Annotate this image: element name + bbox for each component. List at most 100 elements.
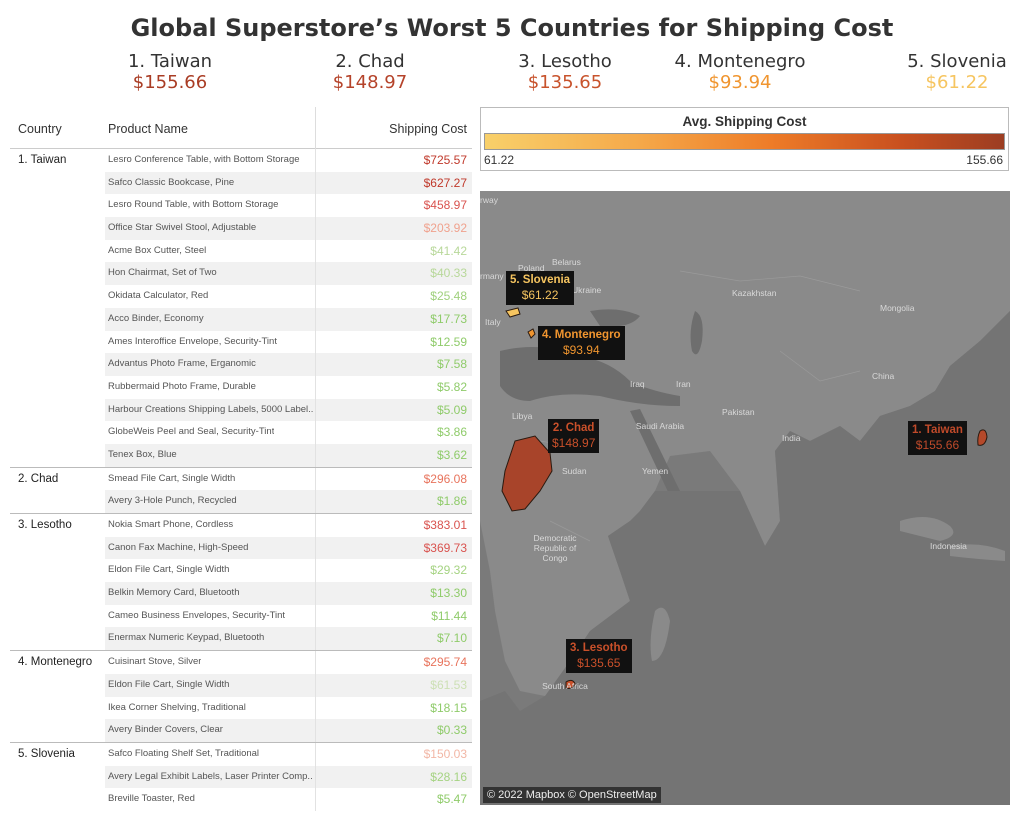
map-place-label: China bbox=[872, 371, 895, 381]
shipping-cost: $383.01 bbox=[423, 518, 467, 532]
table-row[interactable]: Acco Binder, Economy $17.73 bbox=[105, 307, 472, 331]
country-name[interactable]: 3. Lesotho bbox=[18, 519, 72, 531]
kpi-value: $93.94 bbox=[708, 72, 772, 93]
column-divider bbox=[315, 536, 316, 560]
table-row[interactable]: Safco Floating Shelf Set, Traditional $15… bbox=[105, 742, 472, 766]
table-row[interactable]: Lesro Round Table, with Bottom Storage $4… bbox=[105, 194, 472, 218]
map-place-label: India bbox=[782, 433, 801, 443]
product-name: Enermax Numeric Keypad, Bluetooth bbox=[108, 632, 265, 644]
callout-name: 3. Lesotho bbox=[570, 642, 628, 654]
shipping-cost: $11.44 bbox=[431, 608, 467, 623]
header-country[interactable]: Country bbox=[18, 122, 62, 136]
product-name: Breville Toaster, Red bbox=[108, 793, 195, 805]
country-shape-slovenia bbox=[505, 307, 521, 318]
table-row[interactable]: Harbour Creations Shipping Labels, 5000 … bbox=[105, 398, 472, 422]
shipping-cost: $29.32 bbox=[430, 563, 467, 578]
table-row[interactable]: Belkin Memory Card, Bluetooth $13.30 bbox=[105, 582, 472, 605]
table-row[interactable]: GlobeWeis Peel and Seal, Security-Tint $3… bbox=[105, 421, 472, 444]
column-divider bbox=[315, 262, 316, 286]
product-name: Lesro Round Table, with Bottom Storage bbox=[108, 199, 279, 211]
kpi-name: 4. Montenegro bbox=[674, 51, 806, 72]
map-place-label: rmany bbox=[480, 271, 504, 281]
column-divider bbox=[315, 375, 316, 399]
column-divider bbox=[315, 765, 316, 789]
header-divider bbox=[315, 107, 316, 149]
table-row[interactable]: Rubbermaid Photo Frame, Durable $5.82 bbox=[105, 375, 472, 399]
callout-lesotho[interactable]: 3. Lesotho $135.65 bbox=[566, 639, 632, 673]
table-row[interactable]: Avery 3-Hole Punch, Recycled $1.86 bbox=[105, 490, 472, 513]
legend-max: 155.66 bbox=[966, 153, 1003, 167]
map-attribution[interactable]: © 2022 Mapbox © OpenStreetMap bbox=[483, 787, 661, 803]
table-row[interactable]: Cuisinart Stove, Silver $295.74 bbox=[105, 651, 472, 674]
table-row[interactable]: Hon Chairmat, Set of Two $40.33 bbox=[105, 262, 472, 286]
product-name: Okidata Calculator, Red bbox=[108, 290, 209, 302]
column-divider bbox=[315, 788, 316, 811]
shipping-cost: $17.73 bbox=[430, 311, 467, 326]
callout-slovenia[interactable]: 5. Slovenia $61.22 bbox=[506, 271, 575, 305]
map-place-label: Mongolia bbox=[880, 303, 915, 313]
table-row[interactable]: Okidata Calculator, Red $25.48 bbox=[105, 285, 472, 308]
product-name: Harbour Creations Shipping Labels, 5000 … bbox=[108, 403, 314, 415]
table-row[interactable]: Advantus Photo Frame, Erganomic $7.58 bbox=[105, 353, 472, 376]
column-divider bbox=[315, 490, 316, 513]
shipping-cost: $7.10 bbox=[436, 631, 467, 646]
table-row[interactable]: Avery Legal Exhibit Labels, Laser Printe… bbox=[105, 765, 472, 789]
callout-montenegro[interactable]: 4. Montenegro $93.94 bbox=[538, 326, 625, 360]
header-shipping-cost[interactable]: Shipping Cost bbox=[389, 122, 467, 136]
table-row[interactable]: Tenex Box, Blue $3.62 bbox=[105, 443, 472, 467]
callout-value: $93.94 bbox=[562, 343, 600, 357]
table-row[interactable]: Ikea Corner Shelving, Traditional $18.15 bbox=[105, 696, 472, 720]
country-name[interactable]: 5. Slovenia bbox=[18, 747, 75, 760]
country-name[interactable]: 2. Chad bbox=[18, 472, 59, 485]
shipping-cost: $296.08 bbox=[423, 471, 467, 486]
table-header: Country Product Name Shipping Cost bbox=[10, 107, 472, 149]
map-place-label: Sudan bbox=[562, 466, 587, 476]
column-divider bbox=[315, 696, 316, 720]
table-row[interactable]: Eldon File Cart, Single Width $61.53 bbox=[105, 673, 472, 697]
shipping-cost: $61.53 bbox=[430, 677, 467, 692]
table-row[interactable]: Office Star Swivel Stool, Adjustable $203… bbox=[105, 217, 472, 240]
country-group: 5. Slovenia Safco Floating Shelf Set, Tra… bbox=[10, 741, 472, 811]
column-divider bbox=[315, 673, 316, 697]
shipping-cost: $12.59 bbox=[430, 334, 467, 349]
table-row[interactable]: Cameo Business Envelopes, Security-Tint $… bbox=[105, 604, 472, 628]
shipping-cost: $25.48 bbox=[430, 289, 467, 304]
table-row[interactable]: Breville Toaster, Red $5.47 bbox=[105, 788, 472, 811]
kpi-name: 2. Chad bbox=[335, 51, 405, 72]
callout-chad[interactable]: 2. Chad $148.97 bbox=[548, 419, 600, 453]
product-name: Eldon File Cart, Single Width bbox=[108, 564, 230, 576]
column-divider bbox=[315, 217, 316, 240]
column-divider bbox=[315, 285, 316, 308]
callout-taiwan[interactable]: 1. Taiwan $155.66 bbox=[908, 421, 967, 455]
product-name: Tenex Box, Blue bbox=[108, 448, 177, 460]
kpi-value: $148.97 bbox=[332, 72, 408, 93]
table-row[interactable]: Canon Fax Machine, High-Speed $369.73 bbox=[105, 536, 472, 560]
header-product-name[interactable]: Product Name bbox=[108, 122, 188, 136]
column-divider bbox=[315, 742, 316, 766]
column-divider bbox=[315, 330, 316, 354]
shipping-cost: $203.92 bbox=[423, 221, 467, 236]
country-name[interactable]: 1. Taiwan bbox=[18, 154, 67, 166]
table-row[interactable]: Eldon File Cart, Single Width $29.32 bbox=[105, 559, 472, 583]
legend-title: Avg. Shipping Cost bbox=[682, 114, 807, 129]
shipping-cost: $150.03 bbox=[423, 746, 467, 761]
table-row[interactable]: Smead File Cart, Single Width $296.08 bbox=[105, 467, 472, 491]
product-name: Lesro Conference Table, with Bottom Stor… bbox=[108, 154, 300, 165]
column-divider bbox=[315, 582, 316, 605]
shipping-cost: $7.58 bbox=[436, 357, 467, 372]
table-row[interactable]: Avery Binder Covers, Clear $0.33 bbox=[105, 719, 472, 742]
product-name: Nokia Smart Phone, Cordless bbox=[108, 519, 234, 530]
table-row[interactable]: Enermax Numeric Keypad, Bluetooth $7.10 bbox=[105, 627, 472, 651]
column-divider bbox=[315, 171, 316, 195]
table-row[interactable]: Lesro Conference Table, with Bottom Stor… bbox=[105, 149, 472, 172]
product-name: Avery Binder Covers, Clear bbox=[108, 724, 223, 736]
country-name[interactable]: 4. Montenegro bbox=[18, 656, 93, 669]
world-map[interactable]: rway rmany Poland Belarus Ukraine Italy Kazakh… bbox=[480, 191, 1010, 805]
table-body: 1. Taiwan Lesro Conference Table, with Bo… bbox=[10, 149, 472, 811]
kpi-name: 5. Slovenia bbox=[907, 51, 1007, 72]
table-row[interactable]: Nokia Smart Phone, Cordless $383.01 bbox=[105, 514, 472, 537]
table-row[interactable]: Ames Interoffice Envelope, Security-Tint… bbox=[105, 330, 472, 354]
map-place-label: Pakistan bbox=[722, 407, 755, 417]
table-row[interactable]: Acme Box Cutter, Steel $41.42 bbox=[105, 239, 472, 263]
table-row[interactable]: Safco Classic Bookcase, Pine $627.27 bbox=[105, 171, 472, 195]
